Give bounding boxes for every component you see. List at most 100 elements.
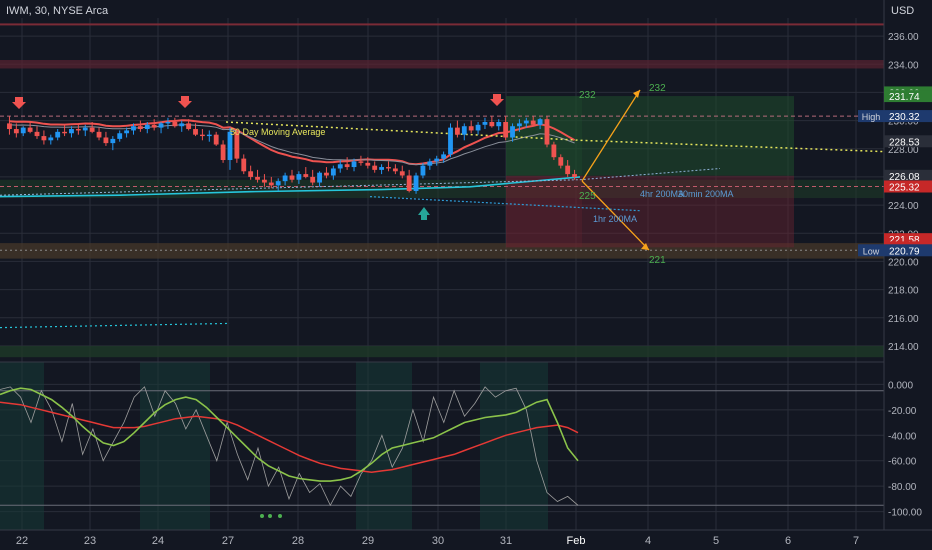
target-label: 232: [649, 83, 666, 94]
candle-body: [241, 158, 247, 172]
candle-body: [413, 175, 419, 191]
time-tick-label: 22: [16, 535, 28, 547]
time-tick-label: 6: [785, 535, 791, 547]
candle-body: [89, 127, 95, 132]
candle-body: [496, 121, 502, 127]
price-tag-label: 220.79: [889, 246, 920, 257]
candle-body: [213, 134, 219, 145]
price-tag: [884, 110, 932, 123]
price-tick-label: 218.00: [888, 286, 919, 297]
candle-body: [69, 129, 74, 134]
candle-body: [517, 123, 522, 127]
candle-body: [537, 119, 543, 125]
candle-body: [441, 154, 447, 159]
candle-body: [482, 121, 488, 125]
time-tick-label: 27: [222, 535, 234, 547]
ma1hr-line: [369, 196, 641, 212]
candle-body: [434, 158, 440, 162]
price-tag-label: 231.74: [889, 92, 920, 103]
time-tick-label: 7: [853, 535, 859, 547]
candle-body: [351, 161, 357, 168]
candle-body: [330, 168, 336, 176]
candle-body: [75, 129, 81, 131]
arrowhead-icon: [633, 90, 640, 98]
candle-body: [117, 133, 123, 139]
candle-body: [324, 172, 329, 176]
candle-body: [392, 168, 398, 172]
price-tag-label: 225.32: [889, 182, 920, 193]
candle-body: [62, 131, 67, 134]
candle-body: [96, 131, 102, 138]
sma-line: [9, 124, 575, 166]
candle-body: [365, 162, 371, 166]
candle-body: [317, 172, 322, 183]
candle-body: [103, 137, 109, 144]
candle-body: [337, 164, 343, 169]
projection-down-line: [581, 180, 650, 251]
osc-tick-label: -100.00: [888, 508, 922, 519]
ma50-label: 50 Day Moving Average: [230, 127, 325, 137]
price-tick-label: 228.00: [888, 145, 919, 156]
sell-arrow-icon: [178, 96, 192, 108]
candle-body: [34, 131, 40, 137]
tag-box: [858, 244, 884, 257]
osc-tick-label: 0.000: [888, 380, 913, 391]
candle-body: [489, 121, 495, 127]
candle-body: [510, 126, 515, 138]
currency-label[interactable]: USD: [891, 5, 915, 17]
top-zone-line: [0, 23, 884, 26]
signal-dot: [268, 514, 272, 518]
candle-body: [310, 176, 316, 183]
time-tick-label: 29: [362, 535, 374, 547]
candle-body: [344, 164, 350, 168]
candle-body: [358, 161, 364, 163]
projection-up-line: [581, 89, 641, 182]
candle-body: [282, 175, 288, 182]
green-box-left: [506, 96, 582, 176]
price-tick-label: 216.00: [888, 314, 919, 325]
candle-body: [468, 126, 474, 131]
candle-body: [227, 131, 233, 161]
candle-body: [172, 121, 178, 127]
time-tick-label: Feb: [567, 535, 586, 547]
target-label: 221: [649, 255, 666, 266]
target-label: 232: [579, 90, 596, 101]
candle-body: [572, 174, 577, 177]
price-tag: [884, 135, 932, 148]
candle-body: [558, 157, 564, 166]
time-tick-label: 28: [292, 535, 304, 547]
demand-zone: [0, 179, 884, 199]
price-tick-label: 224.00: [888, 201, 919, 212]
extreme-tag-label: High: [862, 112, 881, 122]
signal-dot: [260, 514, 264, 518]
price-tag-label: 226.08: [889, 172, 920, 183]
candle-body: [523, 120, 529, 124]
candle-body: [7, 123, 12, 130]
candle-body: [151, 124, 157, 128]
price-tag-label: 230.32: [889, 112, 920, 123]
price-tick-label: 236.00: [888, 32, 919, 43]
candle-body: [303, 174, 309, 177]
sell-arrow-icon: [12, 97, 26, 109]
price-tick-label: 214.00: [888, 342, 919, 353]
candle-body: [289, 175, 295, 180]
signal-dot: [278, 514, 282, 518]
time-tick-label: 23: [84, 535, 96, 547]
candle-body: [199, 134, 205, 137]
candle-body: [27, 127, 33, 132]
time-tick-label: 30: [432, 535, 444, 547]
candle-body: [406, 175, 412, 191]
candle-body: [165, 121, 171, 124]
candle-body: [372, 165, 378, 170]
lower-dotted: [0, 322, 231, 329]
osc-slow-line: [0, 401, 579, 473]
symbol-header: IWM, 30, NYSE Arca: [6, 5, 109, 17]
candle-body: [55, 131, 61, 138]
candle-body: [41, 136, 47, 141]
candle-body: [206, 134, 212, 137]
candle-body: [220, 144, 226, 161]
candle-body: [551, 144, 557, 158]
red-box-right: [582, 175, 794, 248]
